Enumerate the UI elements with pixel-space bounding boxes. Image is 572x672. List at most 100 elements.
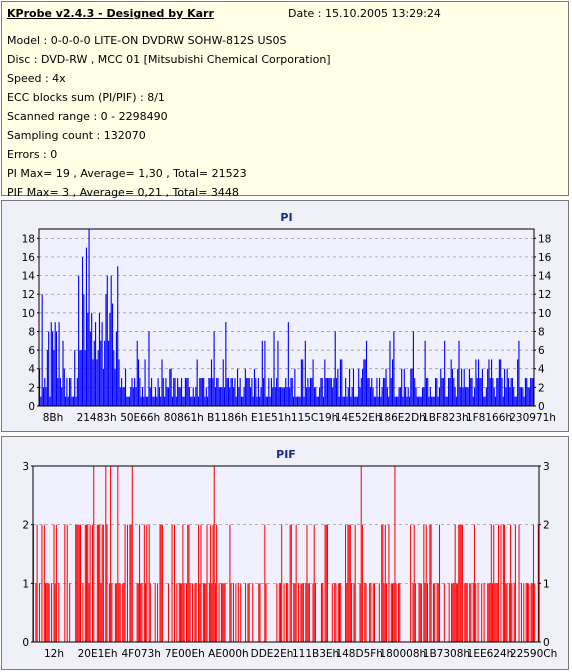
data-bar <box>258 583 260 642</box>
data-bar <box>121 378 123 406</box>
data-bar <box>106 275 108 406</box>
data-bar <box>346 583 348 642</box>
data-bar <box>170 368 172 406</box>
data-bar <box>462 387 464 406</box>
data-bar <box>140 396 142 406</box>
data-bar <box>395 396 398 406</box>
data-bar <box>469 583 471 642</box>
data-bar <box>153 396 155 406</box>
data-bar <box>209 378 211 406</box>
data-bar <box>501 378 503 406</box>
data-bar <box>410 524 412 642</box>
data-bar <box>66 524 68 642</box>
data-bar <box>89 524 91 642</box>
data-bar <box>475 583 477 642</box>
data-bar <box>161 524 163 642</box>
data-bar <box>402 396 404 406</box>
data-bar <box>41 524 43 642</box>
data-bar <box>105 466 107 642</box>
data-bar <box>370 583 372 642</box>
data-bar <box>319 387 321 406</box>
data-bar <box>98 312 101 406</box>
data-bar <box>444 340 446 406</box>
data-bar <box>208 583 210 642</box>
data-bar <box>464 583 466 642</box>
data-bar <box>33 524 35 642</box>
x-tick-label: 148D5Fh <box>335 648 383 660</box>
data-bar <box>143 396 145 406</box>
scan-date: Date : 15.10.2005 13:29:24 <box>288 7 441 20</box>
data-bar <box>186 583 188 642</box>
data-bar <box>324 359 326 406</box>
data-bar <box>496 378 498 406</box>
data-bar <box>43 524 45 642</box>
data-bar <box>477 359 480 406</box>
data-bar <box>49 396 51 406</box>
data-bar <box>199 583 201 642</box>
data-bar <box>216 524 218 642</box>
data-bar <box>287 322 289 406</box>
data-bar <box>96 524 98 642</box>
data-bar <box>453 583 455 642</box>
data-bar <box>171 524 173 642</box>
data-bar <box>283 387 285 406</box>
data-bar <box>510 378 512 406</box>
data-bar <box>507 378 510 406</box>
data-bar <box>69 583 71 642</box>
data-bar <box>394 466 396 642</box>
y-tick-label-left: 12 <box>22 289 35 301</box>
data-bar <box>167 387 170 406</box>
data-bar <box>160 396 162 406</box>
data-bar <box>363 359 365 406</box>
data-bar <box>365 583 367 642</box>
data-bar <box>79 524 82 642</box>
y-tick-label-left: 1 <box>22 578 29 590</box>
data-bar <box>313 387 315 406</box>
data-bar <box>312 359 314 406</box>
data-bar <box>528 583 530 642</box>
data-bar <box>160 524 162 642</box>
data-bar <box>122 583 124 642</box>
data-bar <box>173 378 175 406</box>
data-bar <box>178 387 180 406</box>
data-bar <box>517 359 519 406</box>
data-bar <box>130 524 132 642</box>
data-bar <box>149 583 151 642</box>
data-bar <box>45 387 47 406</box>
data-bar <box>308 583 310 642</box>
data-bar <box>278 583 280 642</box>
y-tick-label-right: 6 <box>538 345 545 357</box>
data-bar <box>96 359 98 406</box>
data-bar <box>124 368 127 406</box>
data-bar <box>508 583 510 642</box>
x-tick-label: B1186h <box>207 412 248 424</box>
data-bar <box>518 340 520 406</box>
y-tick-label-left: 16 <box>22 252 36 264</box>
data-bar <box>86 524 88 642</box>
data-bar <box>175 396 177 406</box>
y-tick-label-right: 2 <box>543 520 550 532</box>
data-bar <box>403 368 405 406</box>
data-bar <box>464 387 467 406</box>
data-bar <box>214 387 216 406</box>
data-bar <box>221 387 223 406</box>
data-bar <box>230 583 232 642</box>
y-tick-label-right: 18 <box>538 233 551 245</box>
data-bar <box>265 583 267 642</box>
data-bar <box>475 359 477 406</box>
data-bar <box>141 387 144 406</box>
data-bar <box>87 524 89 642</box>
data-bar <box>412 331 414 406</box>
data-bar <box>359 583 361 642</box>
data-bar <box>375 396 377 406</box>
data-bar <box>365 340 368 406</box>
data-bar <box>281 524 283 642</box>
data-bar <box>68 378 71 406</box>
data-bar <box>398 583 400 642</box>
data-bar <box>493 387 495 406</box>
data-bar <box>520 583 522 642</box>
data-bar <box>459 387 461 406</box>
data-bar <box>127 396 129 406</box>
data-bar <box>91 312 93 406</box>
data-bar <box>383 583 385 642</box>
